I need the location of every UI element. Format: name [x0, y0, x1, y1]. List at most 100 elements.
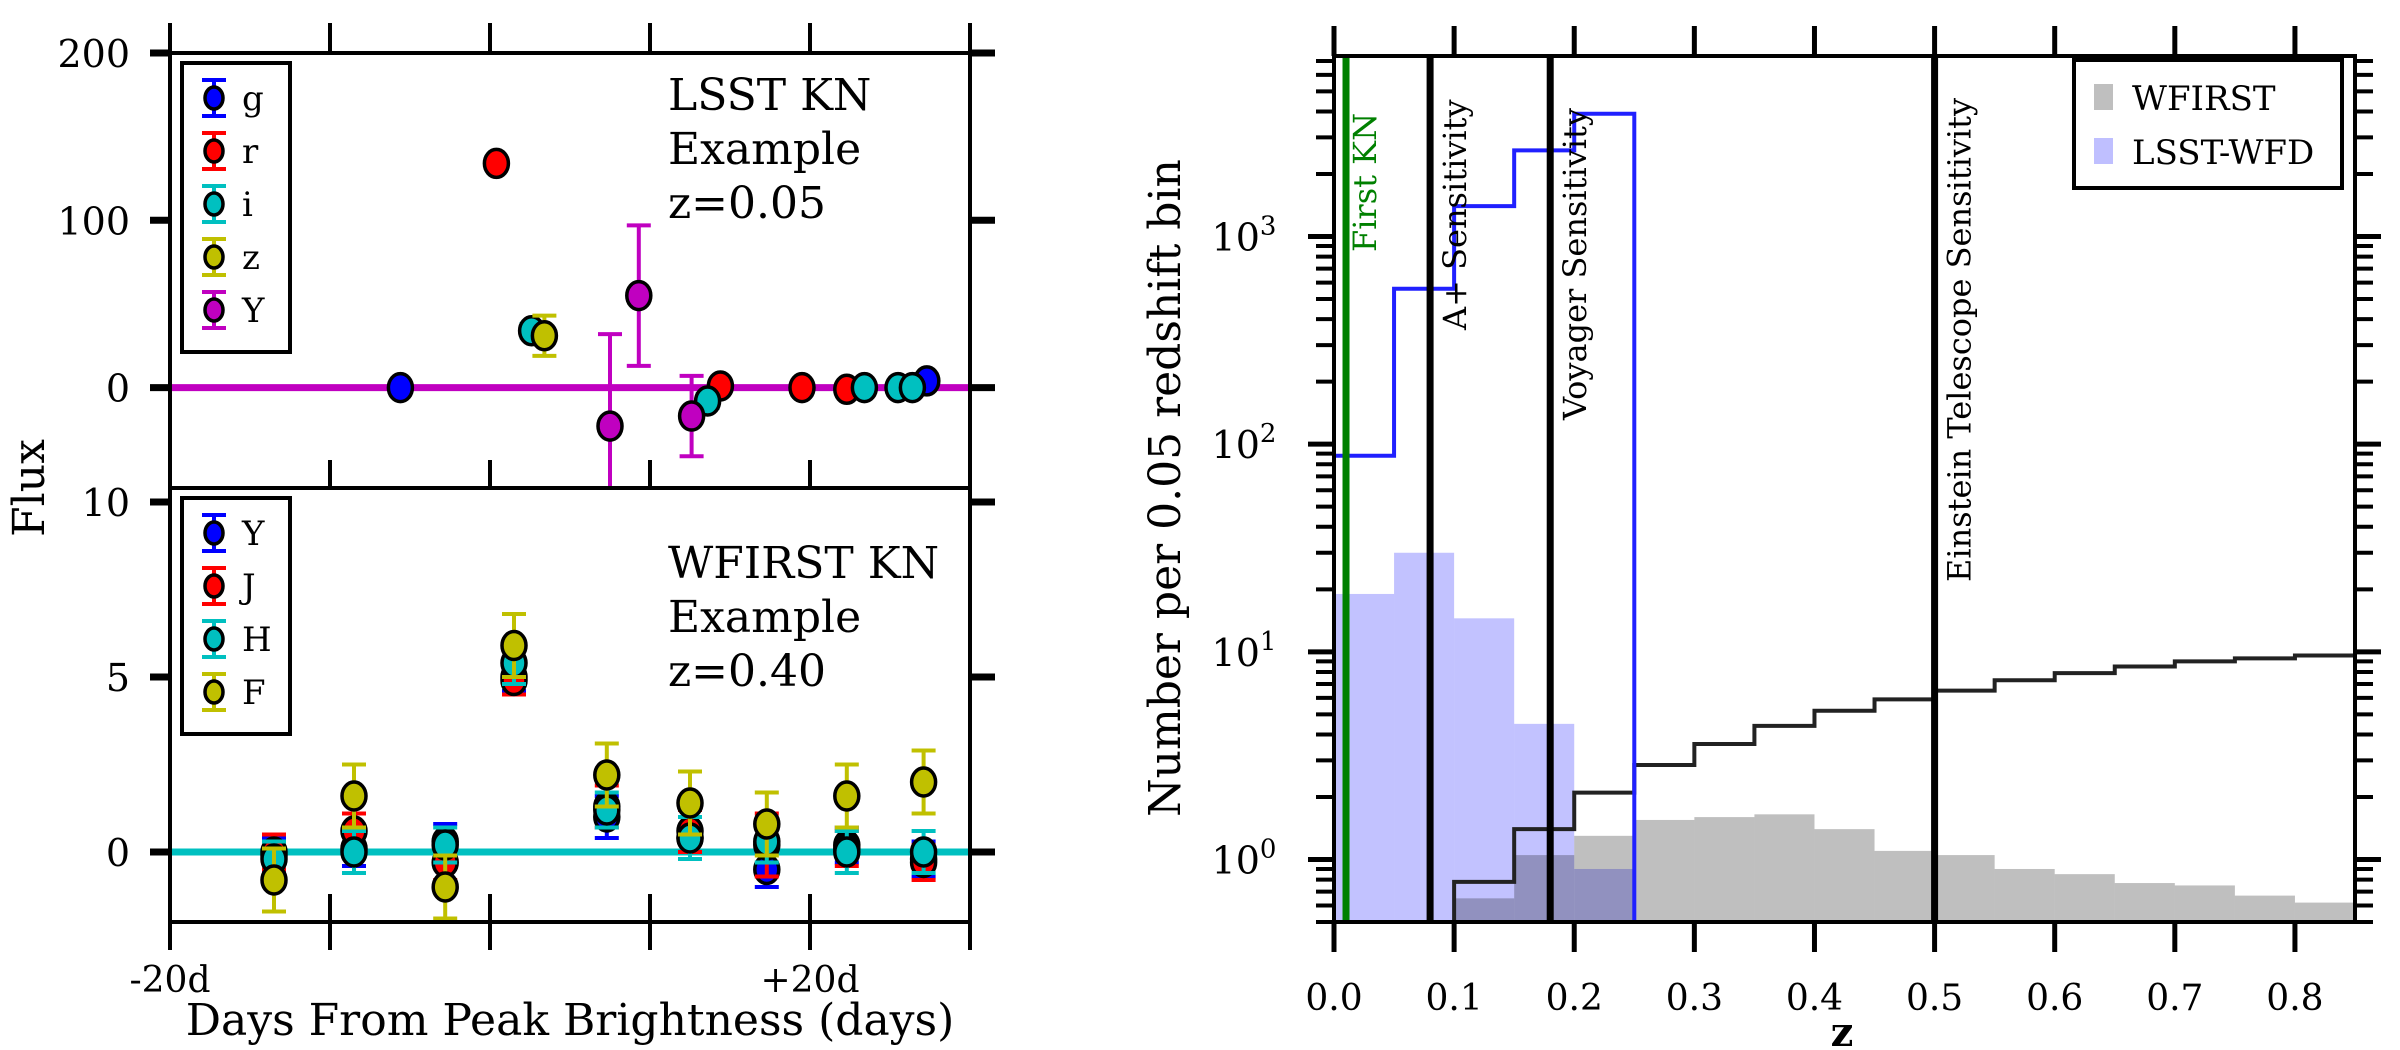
bar-wfirst-8 [1814, 829, 1875, 922]
left-x-axis-label: Days From Peak Brightness (days) [186, 995, 955, 1046]
marker [340, 836, 368, 868]
bar-wfirst-13 [2114, 883, 2175, 922]
bar-wfirst-10 [1934, 855, 1995, 922]
data-point-z-0 [530, 313, 559, 358]
wfirst-axes: -20d +20d 0 5 10 [82, 481, 995, 1001]
marker [677, 400, 706, 432]
y-tick-base: 10 [1212, 838, 1260, 882]
marker [909, 766, 938, 798]
data-point-H-1 [340, 829, 368, 875]
data-point-F-6 [753, 790, 781, 858]
step-line-lsst-wfd-cumulative [1334, 111, 1637, 922]
right-y-axis-label: Number per 0.05 redshift bin [1140, 159, 1191, 817]
plot-area [170, 612, 970, 921]
x-tick-label: 0.0 [1305, 978, 1362, 1019]
marker [386, 371, 415, 404]
legend-label: z [242, 238, 260, 278]
bar-wfirst-7 [1754, 814, 1815, 922]
marker [850, 371, 879, 404]
x-tick-label: 0.5 [1906, 978, 1963, 1019]
bar-wfirst-6 [1694, 817, 1755, 922]
data-point-g-0 [386, 371, 415, 404]
y-tick-base: 10 [1212, 423, 1260, 467]
marker [596, 410, 624, 442]
legend-marker [203, 297, 225, 323]
x-tick-label: -20d [129, 960, 210, 1001]
x-tick-label: 0.2 [1546, 978, 1603, 1019]
y-tick-label: 0 [106, 831, 130, 875]
y-tick-base: 10 [1212, 631, 1260, 675]
x-tick-label: 0.3 [1666, 978, 1723, 1019]
x-tick-label: 0.4 [1786, 978, 1843, 1019]
x-tick-label: 0.8 [2266, 978, 2323, 1019]
legend-item-Y: Y [202, 290, 265, 331]
plot-area [170, 147, 970, 488]
legend-marker [203, 138, 225, 164]
plot-area [1334, 111, 2355, 922]
legend-marker [203, 679, 225, 705]
marker [788, 371, 816, 404]
bar-wfirst-16 [2294, 902, 2355, 922]
wfirst-annotation-line3: z=0.40 [668, 646, 826, 697]
legend-box [180, 61, 292, 354]
x-tick-label: 0.1 [1425, 978, 1482, 1019]
data-point-F-5 [676, 769, 704, 837]
x-tick-label: 0.6 [2026, 978, 2083, 1019]
bar-lsst-wfd-2 [1454, 618, 1515, 922]
y-tick-exponent: 3 [1260, 212, 1277, 242]
legend-item-H: H [202, 619, 272, 660]
x-tick-label: 0.7 [2146, 978, 2203, 1019]
y-tick-label: 100 [57, 199, 130, 243]
legend-label: i [242, 185, 253, 225]
marker [833, 780, 861, 812]
data-point-i-2 [850, 371, 879, 404]
data-point-Y-1 [625, 223, 653, 368]
legend-label: WFIRST [2132, 79, 2276, 119]
data-point-F-7 [833, 762, 861, 830]
legend-marker [203, 85, 225, 111]
marker [909, 836, 938, 868]
y-tick-label: 200 [57, 32, 130, 76]
data-point-Y-2 [677, 373, 706, 459]
bar-lsst-wfd-3 [1514, 723, 1575, 922]
legend-label: r [242, 132, 259, 172]
data-point-H-7 [833, 829, 861, 875]
marker [260, 864, 288, 896]
y-tick-label: 102 [1212, 419, 1277, 467]
data-point-F-2 [431, 853, 459, 921]
data-point-F-4 [593, 741, 621, 809]
legend-marker [203, 520, 225, 546]
data-point-F-3 [500, 612, 528, 679]
legend-swatch [2094, 138, 2113, 164]
y-tick-base: 10 [1212, 216, 1260, 260]
right-x-axis-label: z [1831, 1009, 1854, 1050]
sensitivity-lines: First KN A+ Sensitivity Voyager Sensitivit… [1342, 56, 1979, 922]
legend-item-Y: Y [202, 513, 265, 554]
legend-box [2072, 58, 2344, 190]
legend-box [180, 496, 292, 736]
lsst-annotation-line1: LSST KN [668, 70, 871, 121]
data-point-F-8 [909, 748, 938, 816]
sensitivity-label-1: A+ Sensitivity [1436, 99, 1474, 331]
legend-label: LSST-WFD [2132, 133, 2314, 173]
marker [898, 371, 927, 404]
step-line-wfirst-cumulative [1452, 653, 2355, 922]
data-point-Y-0 [596, 332, 624, 488]
legend-item-i: i [202, 184, 253, 225]
marker [431, 871, 459, 903]
marker [530, 320, 559, 352]
data-point-r-2 [788, 371, 816, 404]
bar-wfirst-12 [2054, 874, 2115, 922]
marker [482, 147, 511, 180]
wfirst-data-layer [170, 612, 970, 921]
redshift-histogram-panel: First KN A+ Sensitivity Voyager Sensitivit… [1212, 26, 2381, 1019]
marker [676, 787, 704, 819]
data-point-H-8 [909, 829, 938, 875]
legend-label: J [239, 567, 256, 607]
lsst-annotation-line3: z=0.05 [668, 178, 826, 229]
legend-item-z: z [202, 237, 260, 278]
